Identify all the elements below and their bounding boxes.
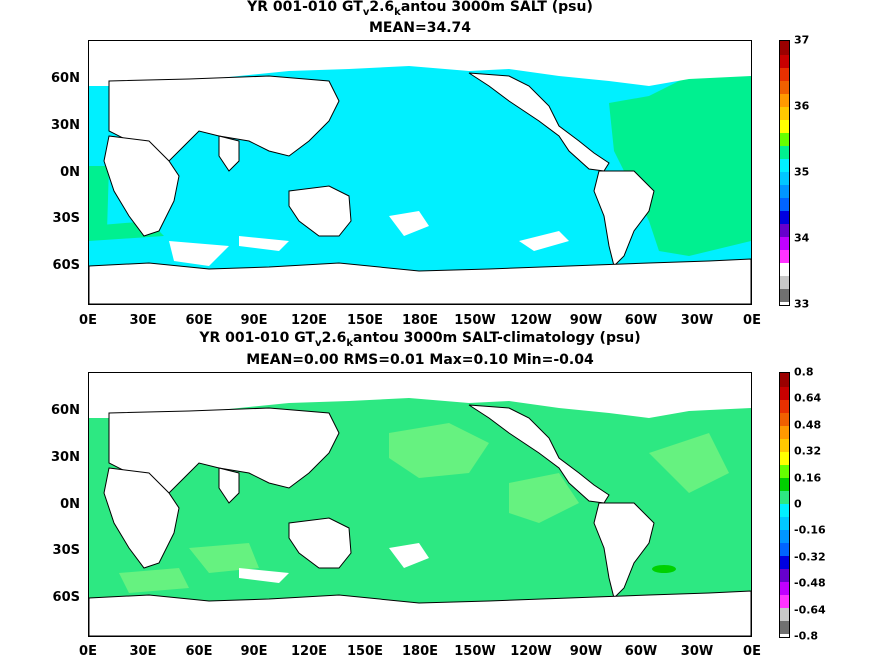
lat-label-30s: 30S: [52, 211, 80, 226]
lon-label: 90E: [240, 644, 268, 659]
lon-label: 90W: [569, 644, 603, 659]
top-map-subtitle: MEAN=34.74: [368, 20, 472, 36]
bottom-colorbar-label: -0.48: [794, 576, 826, 590]
lat-label-30s: 30S: [52, 543, 80, 558]
bottom-colorbar-label: 0.16: [794, 471, 822, 485]
top-colorbar-label: 33: [794, 297, 810, 311]
lon-label: 120E: [290, 313, 328, 328]
lat-label-30n: 30N: [51, 450, 80, 465]
bottom-difference-map: [88, 372, 752, 637]
bottom-colorbar-label: 0.48: [794, 418, 822, 432]
lon-label: 60W: [624, 644, 658, 659]
bottom-colorbar-label: -0.8: [794, 629, 819, 643]
lon-label: 30W: [680, 313, 714, 328]
lon-label: 180E: [401, 313, 439, 328]
lon-label: 60E: [185, 644, 213, 659]
lon-label: 0E: [79, 644, 97, 659]
lon-label: 120E: [290, 644, 328, 659]
bottom-colorbar-label: -0.64: [794, 603, 826, 617]
bottom-colorbar-label: -0.16: [794, 523, 826, 537]
bottom-map-title: YR 001-010 GTv2.6kantou 3000m SALT-clima…: [199, 330, 641, 349]
lon-label: 60E: [185, 313, 213, 328]
lon-label: 120W: [510, 313, 552, 328]
top-colorbar-label: 37: [794, 33, 810, 47]
lon-label: 90E: [240, 313, 268, 328]
lat-label-0n: 0N: [60, 165, 80, 180]
lon-label: 0E: [743, 313, 761, 328]
top-colorbar-label: 36: [794, 99, 810, 113]
lat-label-60s: 60S: [52, 590, 80, 605]
lon-label: 120W: [510, 644, 552, 659]
lon-label: 150E: [346, 313, 384, 328]
bottom-colorbar-label: 0: [794, 497, 802, 511]
bottom-colorbar-label: 0.64: [794, 391, 822, 405]
lon-label: 150W: [454, 644, 496, 659]
lat-label-60s: 60S: [52, 258, 80, 273]
lon-label: 0E: [743, 644, 761, 659]
bottom-colorbar-label: 0.32: [794, 444, 822, 458]
top-map-title: YR 001-010 GTv2.6kantou 3000m SALT (psu): [247, 0, 593, 18]
lat-label-60n: 60N: [51, 71, 80, 86]
bottom-colorbar: [779, 372, 790, 638]
lon-label: 30E: [129, 313, 157, 328]
lon-label: 180E: [401, 644, 439, 659]
top-colorbar-label: 34: [794, 231, 810, 245]
lon-label: 30W: [680, 644, 714, 659]
bottom-map-subtitle: MEAN=0.00 RMS=0.01 Max=0.10 Min=-0.04: [246, 352, 594, 368]
lat-label-30n: 30N: [51, 118, 80, 133]
lon-label: 150E: [346, 644, 384, 659]
lon-label: 30E: [129, 644, 157, 659]
top-salinity-map: [88, 40, 752, 305]
lon-label: 150W: [454, 313, 496, 328]
bottom-colorbar-label: 0.8: [794, 365, 814, 379]
lon-label: 90W: [569, 313, 603, 328]
lon-label: 0E: [79, 313, 97, 328]
bottom-colorbar-label: -0.32: [794, 550, 826, 564]
lat-label-0n: 0N: [60, 497, 80, 512]
top-colorbar-label: 35: [794, 165, 810, 179]
top-colorbar: [779, 40, 790, 306]
lon-label: 60W: [624, 313, 658, 328]
lat-label-60n: 60N: [51, 403, 80, 418]
